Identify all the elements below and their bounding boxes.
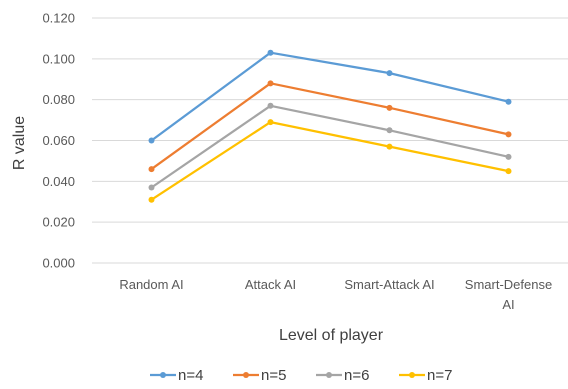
series-n=7 [148,119,512,203]
data-point [267,102,274,109]
data-point [267,119,274,126]
legend: n=4 n=5 n=6 n=7 [150,367,452,384]
series-n=6 [148,102,512,191]
x-tick-label: AI [502,297,514,312]
series-n=5 [148,80,512,173]
legend-label: n=7 [427,367,452,384]
x-tick-label: Smart-Defense [465,277,552,292]
legend-item: n=6 [316,367,369,384]
legend-item: n=7 [399,367,452,384]
series-line [150,82,510,171]
data-point [148,166,155,173]
legend-label: n=4 [178,367,203,384]
legend-marker [326,372,332,378]
series-line [150,51,510,142]
series-line [150,104,510,189]
data-point [505,131,512,138]
data-point [505,168,512,175]
x-tick-label: Smart-Attack AI [344,277,434,292]
data-point [386,143,393,150]
y-tick-label: 0.060 [42,133,75,148]
x-tick-label: Random AI [119,277,183,292]
data-point [386,127,393,134]
gridlines [92,17,568,264]
x-tick-label: Attack AI [245,277,296,292]
data-point [386,104,393,111]
legend-marker [409,372,415,378]
legend-label: n=6 [344,367,369,384]
y-tick-label: 0.100 [42,51,75,66]
data-point [505,153,512,160]
y-axis-title: R value [11,116,28,170]
data-point [148,137,155,144]
x-axis-ticks: Random AI Attack AI Smart-Attack AI Smart-D… [119,277,552,312]
y-axis-ticks: 0.000 0.020 0.040 0.060 0.080 0.100 0.120 [42,11,75,271]
data-point [267,80,274,87]
data-point [505,98,512,105]
y-tick-label: 0.040 [42,174,75,189]
data-point [148,196,155,203]
data-point [267,49,274,56]
data-point [386,70,393,77]
series-line [150,120,510,201]
legend-marker [160,372,166,378]
legend-item: n=5 [233,367,286,384]
y-tick-label: 0.080 [42,92,75,107]
series-lines [148,49,512,203]
x-axis-title: Level of player [279,327,384,344]
legend-marker [243,372,249,378]
series-n=4 [148,49,512,144]
y-tick-label: 0.020 [42,215,75,230]
y-tick-label: 0.120 [42,11,75,26]
y-tick-label: 0.000 [42,256,75,271]
legend-item: n=4 [150,367,203,384]
data-point [148,184,155,191]
legend-label: n=5 [261,367,286,384]
